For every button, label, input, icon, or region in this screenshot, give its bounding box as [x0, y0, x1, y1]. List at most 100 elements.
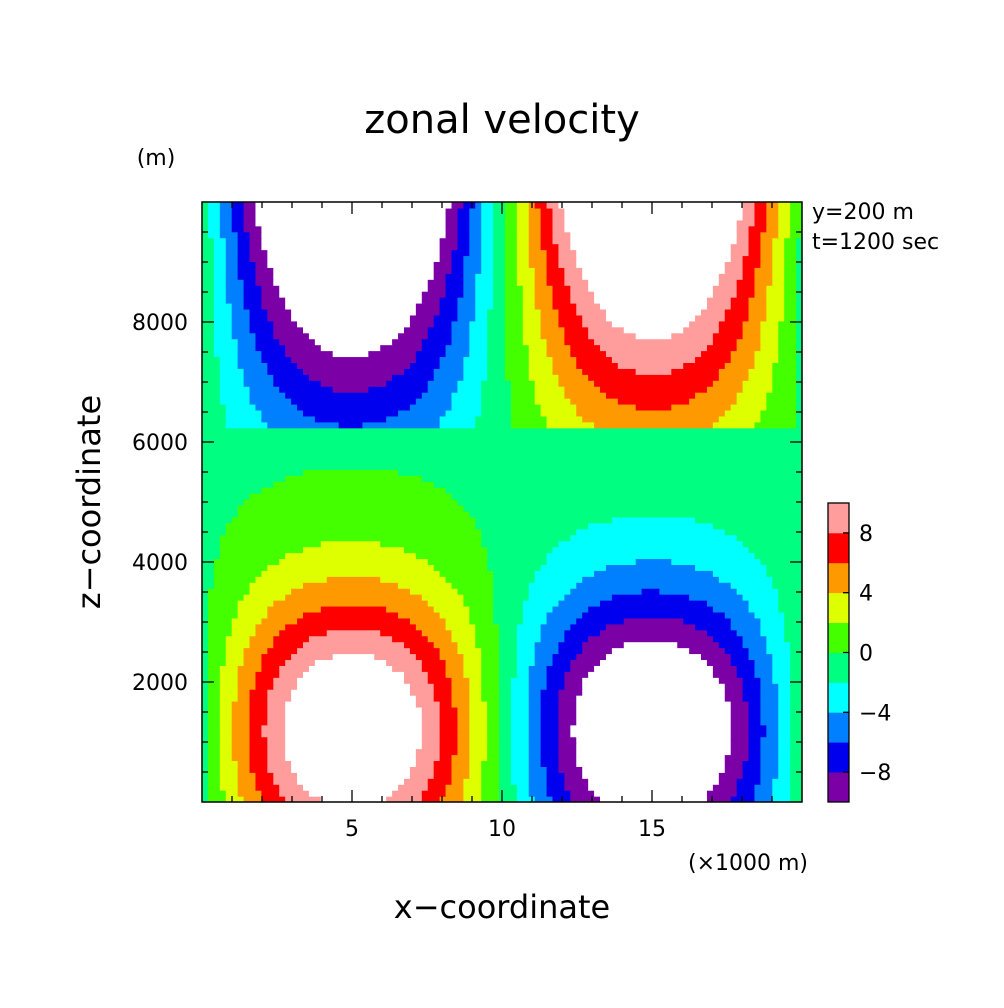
contour-band-cell [285, 724, 423, 732]
contour-band-cell [760, 748, 779, 756]
contour-band-cell [760, 683, 779, 690]
contour-band-cell [207, 647, 227, 655]
contour-band-cell [445, 291, 464, 298]
contour-band-cell [528, 665, 548, 672]
contour-band-cell [255, 261, 268, 268]
contour-band-cell [267, 736, 286, 744]
contour-band-cell [475, 314, 488, 322]
contour-band-cell [528, 689, 542, 696]
contour-band-cell [231, 736, 251, 744]
contour-band-cell [683, 617, 732, 625]
contour-band-cell [237, 362, 268, 369]
contour-band-cell [326, 576, 381, 583]
contour-band-cell [475, 516, 613, 524]
contour-band-cell [261, 231, 447, 239]
contour-band-cell [249, 760, 268, 767]
contour-band-cell [772, 576, 802, 583]
contour-band-cell [415, 350, 447, 358]
contour-band-cell [522, 326, 542, 334]
contour-band-cell [689, 594, 744, 601]
contour-band-cell [219, 784, 239, 791]
contour-band-cell [558, 754, 577, 762]
contour-band-cell [421, 730, 441, 738]
contour-band-cell [398, 469, 802, 476]
contour-band-cell [528, 225, 542, 233]
contour-band-cell [261, 285, 280, 292]
contour-band-cell [207, 730, 221, 738]
contour-band-cell [202, 653, 209, 661]
contour-band-cell [451, 701, 470, 708]
contour-band-cell [778, 588, 802, 595]
contour-band-cell [778, 605, 802, 613]
contour-band-cell [790, 712, 802, 720]
contour-band-cell [475, 273, 494, 280]
contour-band-cell [451, 689, 470, 696]
contour-band-cell [718, 326, 744, 334]
contour-band-cell [534, 653, 554, 661]
contour-band-cell [772, 255, 785, 263]
contour-band-cell [231, 701, 251, 708]
contour-band-cell [582, 641, 625, 649]
contour-band-cell [760, 736, 779, 744]
contour-band-cell [790, 736, 802, 744]
contour-band-cell [724, 409, 762, 417]
contour-band-cell [683, 362, 726, 369]
contour-band-cell [469, 213, 482, 221]
contour-band-cell [724, 766, 744, 773]
contour-band-cell [202, 433, 802, 441]
contour-band-cell [403, 641, 435, 649]
contour-band-cell [796, 249, 802, 257]
contour-band-cell [540, 320, 560, 328]
contour-band-cell [302, 546, 405, 554]
contour-band-cell [706, 302, 732, 310]
contour-band-cell [463, 285, 476, 292]
contour-band-cell [451, 255, 464, 263]
contour-band-cell [219, 730, 233, 738]
contour-band-cell [772, 671, 791, 678]
contour-band-cell [463, 267, 482, 274]
contour-band-cell [754, 279, 773, 286]
contour-band-cell [706, 344, 738, 352]
contour-band-cell [457, 718, 470, 726]
contour-band-cell [754, 356, 779, 363]
contour-band-cell [427, 784, 447, 791]
contour-band-cell [736, 279, 756, 286]
contour-band-cell [202, 754, 209, 762]
contour-band-cell [522, 320, 542, 328]
contour-band-cell [225, 243, 239, 251]
contour-band-cell [605, 350, 702, 358]
contour-band-cell [564, 392, 607, 399]
contour-band-cell [570, 243, 732, 251]
contour-band-cell [760, 344, 779, 352]
contour-band-cell [273, 267, 435, 274]
contour-band-cell [552, 237, 571, 245]
contour-band-cell [588, 635, 714, 643]
contour-band-cell [552, 285, 571, 292]
contour-band-cell [760, 629, 785, 637]
contour-band-cell [772, 790, 791, 797]
contour-band-cell [433, 641, 459, 649]
contour-band-cell [475, 522, 589, 530]
contour-band-cell [481, 409, 512, 417]
contour-band-cell [790, 659, 802, 666]
contour-band-cell [457, 297, 476, 304]
contour-band-cell [546, 766, 560, 773]
contour-band-cell [463, 374, 488, 381]
contour-band-cell [445, 213, 459, 221]
contour-band-cell [237, 249, 251, 257]
contour-band-cell [219, 552, 286, 560]
contour-band-cell [249, 712, 268, 720]
contour-band-cell [469, 712, 488, 720]
contour-band-cell [499, 784, 518, 791]
contour-band-cell [742, 772, 762, 779]
contour-band-cell [504, 314, 524, 322]
contour-band-cell [588, 374, 720, 381]
contour-band-cell [540, 635, 565, 643]
contour-band-cell [778, 332, 797, 340]
contour-band-cell [534, 392, 565, 399]
contour-band-cell [261, 724, 286, 732]
contour-band-cell [403, 671, 429, 678]
contour-band-cell [552, 297, 571, 304]
contour-band-cell [504, 344, 530, 352]
